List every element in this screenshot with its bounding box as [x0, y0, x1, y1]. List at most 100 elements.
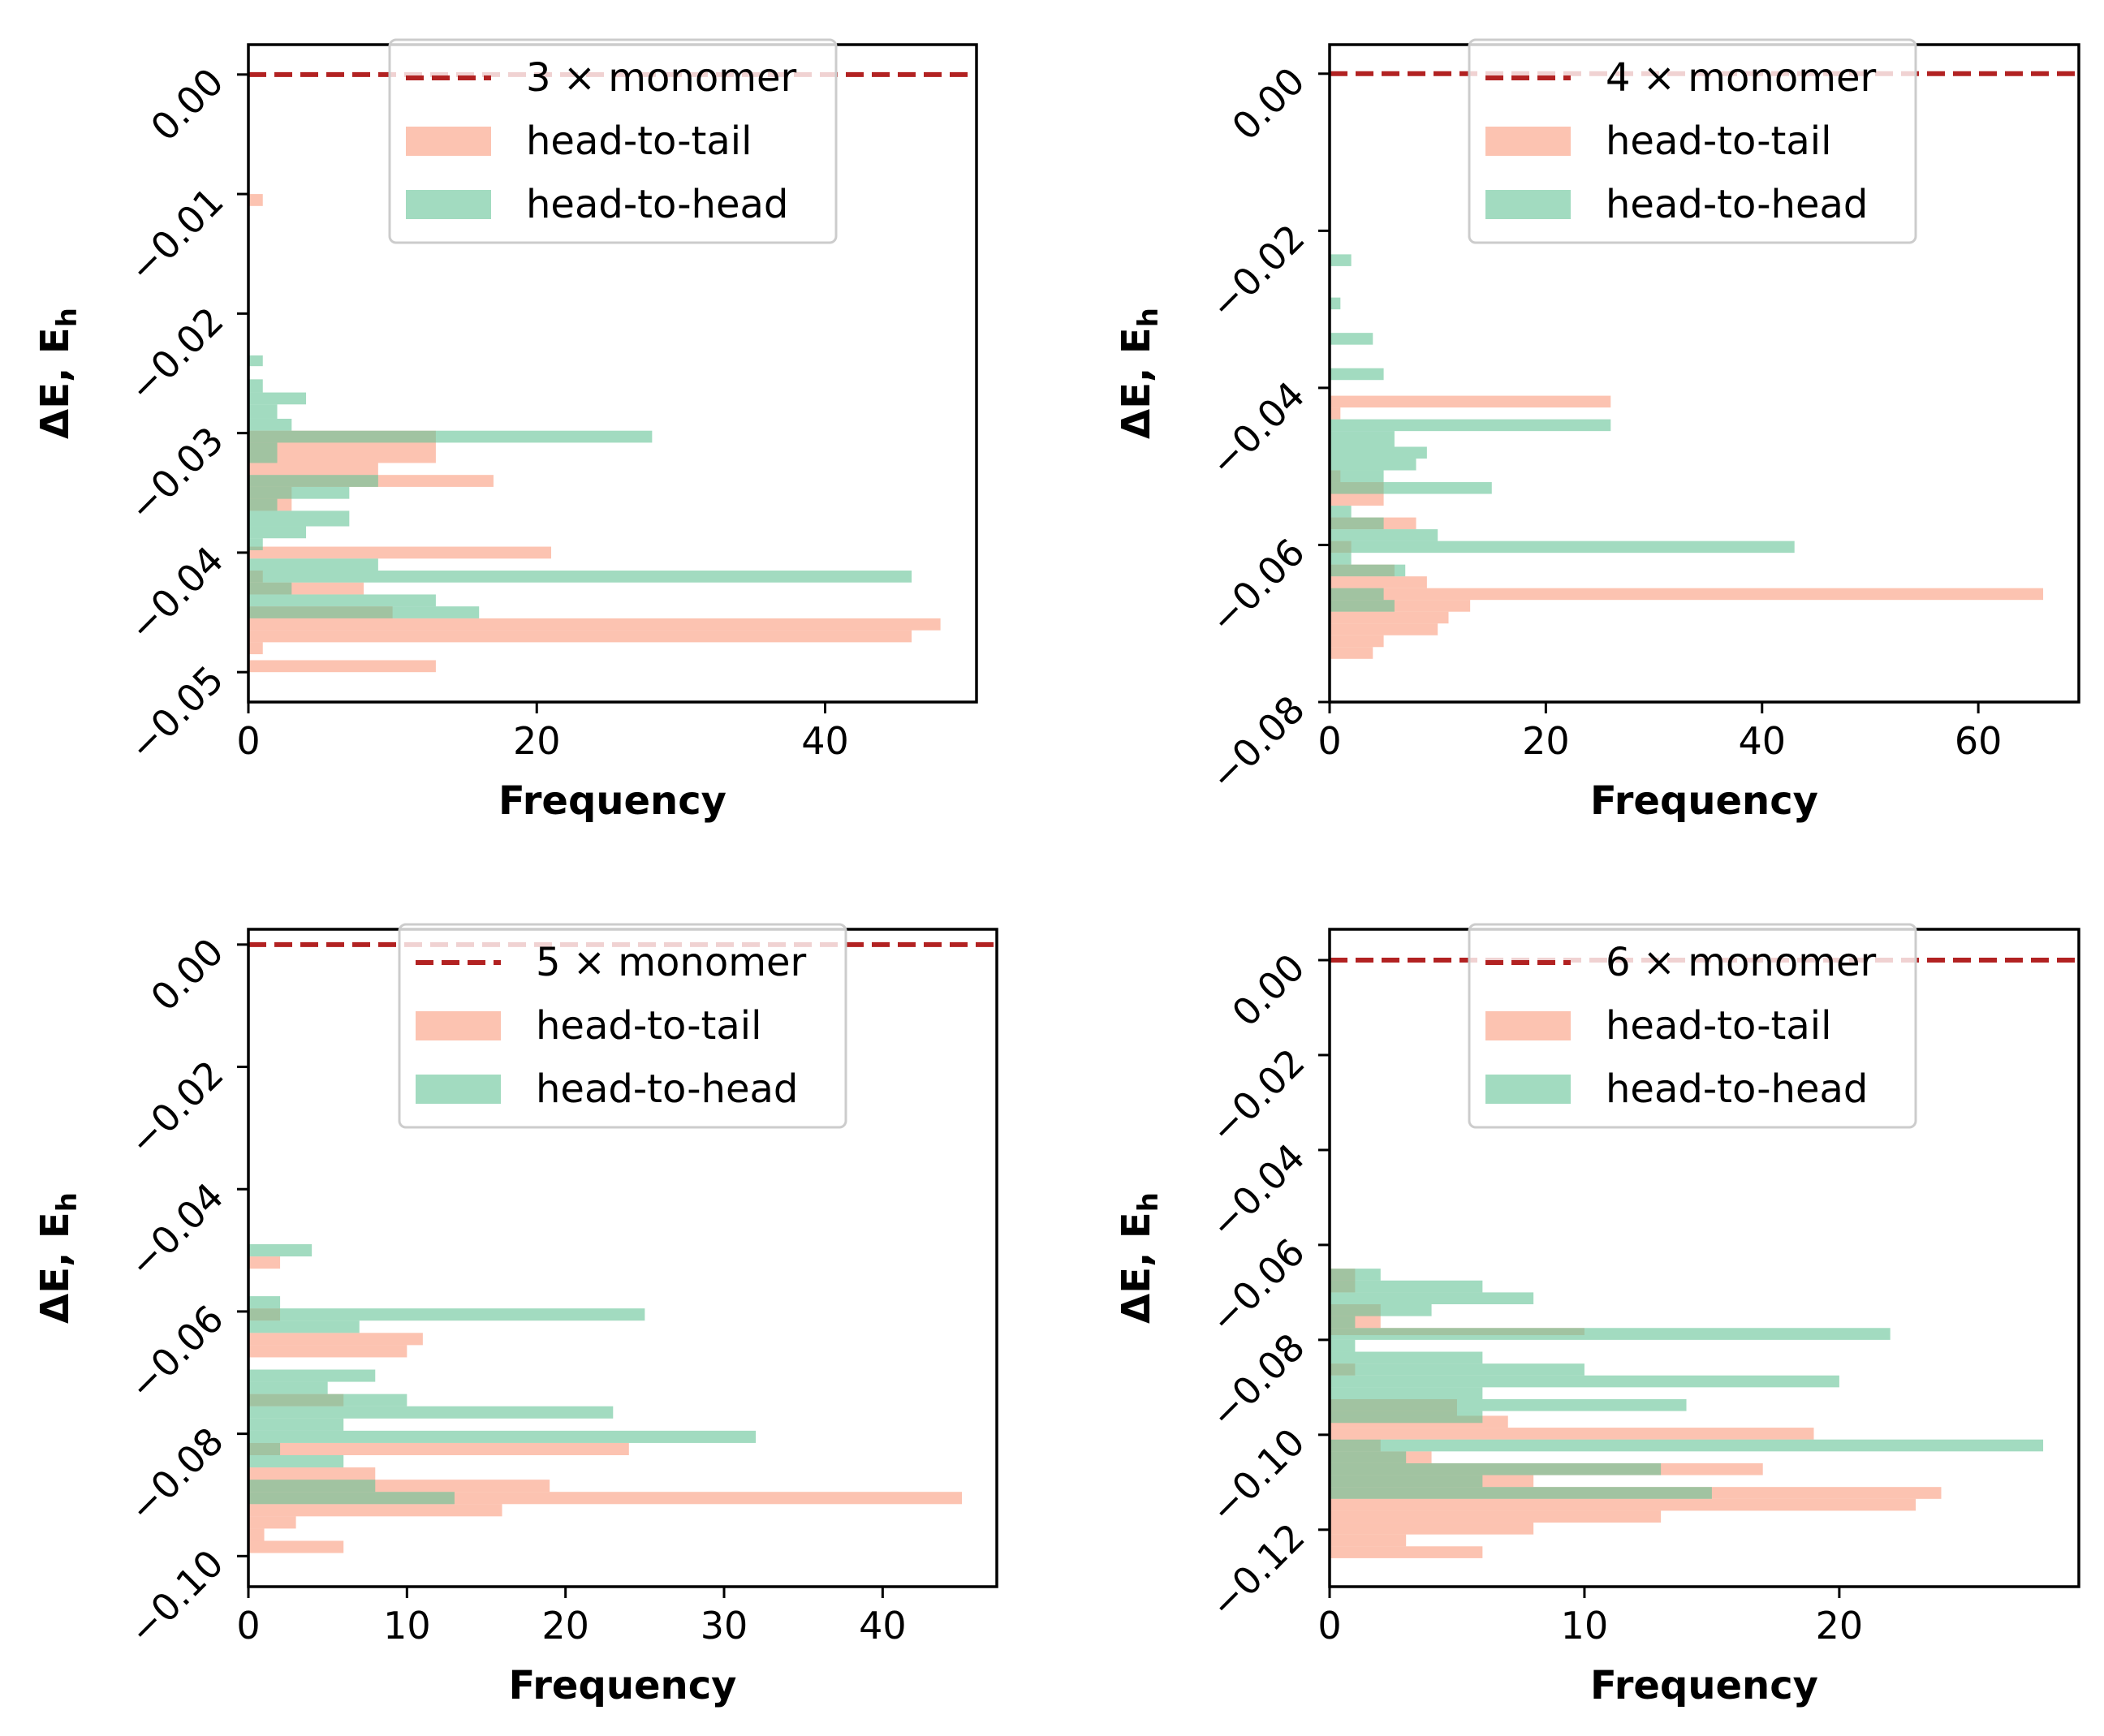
- x-tick-label: 10: [383, 1604, 431, 1648]
- y-tick-label: −0.02: [1201, 216, 1313, 328]
- legend-patch-head-to-head: [1485, 1075, 1571, 1104]
- x-tick-label: 0: [1317, 719, 1341, 763]
- legend-entry-label: head-to-head: [536, 1066, 798, 1112]
- y-tick-label: −0.02: [120, 299, 232, 411]
- bar-head-to-head: [1330, 553, 1352, 565]
- y-tick-label: 0.00: [1223, 58, 1313, 149]
- x-tick-label: 40: [1738, 719, 1786, 763]
- bar-head-to-head: [248, 379, 263, 393]
- bar-head-to-head: [248, 510, 350, 527]
- bar-head-to-head: [1330, 1411, 1483, 1424]
- bar-head-to-tail: [1330, 611, 1449, 624]
- bar-head-to-head: [248, 571, 912, 583]
- bar-head-to-tail: [248, 642, 263, 655]
- y-axis-label-main: ΔE, E: [1114, 327, 1159, 439]
- y-tick-label: −0.10: [1201, 1419, 1313, 1531]
- y-tick-label: −0.10: [120, 1541, 232, 1653]
- bar-head-to-head: [1330, 333, 1373, 345]
- y-axis-label-main: ΔE, E: [32, 1212, 78, 1324]
- bar-head-to-head: [1330, 1316, 1356, 1329]
- bar-head-to-head: [248, 1320, 360, 1333]
- legend-entry-label: 3 × monomer: [526, 55, 796, 101]
- bar-head-to-tail: [248, 1540, 344, 1553]
- bar-head-to-head: [248, 392, 307, 405]
- bar-head-to-head: [248, 582, 292, 595]
- legend-box: [398, 923, 847, 1129]
- bar-head-to-tail: [248, 1333, 423, 1346]
- bar-head-to-head: [248, 1455, 344, 1468]
- bar-head-to-head: [248, 475, 378, 487]
- bar-head-to-head: [1330, 431, 1395, 447]
- x-tick-label: 20: [541, 1604, 589, 1648]
- bar-head-to-head: [1330, 1339, 1356, 1352]
- bar-head-to-tail: [248, 546, 552, 559]
- bar-head-to-head: [248, 498, 278, 511]
- bar-head-to-head: [1330, 297, 1341, 310]
- bar-head-to-tail: [248, 1528, 265, 1541]
- legend-entry-label: 6 × monomer: [1606, 940, 1876, 985]
- y-tick-label: −0.06: [1201, 1230, 1313, 1342]
- y-tick-label: −0.08: [1201, 1325, 1313, 1437]
- bar-head-to-head: [248, 1430, 757, 1443]
- bar-head-to-tail: [248, 1516, 296, 1529]
- y-axis-label: ΔE, Eh: [32, 1192, 84, 1324]
- bar-head-to-tail: [1330, 635, 1384, 648]
- x-tick-label: 40: [801, 719, 849, 763]
- bar-head-to-head: [1330, 506, 1352, 518]
- bar-head-to-head: [1330, 541, 1795, 554]
- bar-head-to-tail: [248, 463, 378, 476]
- y-axis-label-subscript: h: [1132, 1192, 1165, 1212]
- y-tick-label: −0.04: [120, 1174, 232, 1286]
- bar-head-to-tail: [248, 194, 263, 206]
- x-tick-label: 40: [859, 1604, 907, 1648]
- bar-head-to-tail: [1330, 1498, 1916, 1511]
- y-tick-label: −0.08: [1201, 687, 1313, 799]
- bar-head-to-head: [248, 1480, 376, 1493]
- x-tick-label: 0: [1317, 1604, 1341, 1648]
- bar-head-to-head: [1330, 1328, 1891, 1340]
- legend-box: [1468, 923, 1917, 1129]
- legend-entry-label: head-to-tail: [1606, 1003, 1831, 1049]
- bar-head-to-head: [1330, 1475, 1483, 1488]
- bar-head-to-head: [1330, 419, 1611, 432]
- x-tick-label: 0: [236, 719, 260, 763]
- x-tick-label: 30: [701, 1604, 748, 1648]
- bar-head-to-head: [1330, 446, 1427, 459]
- bar-head-to-head: [1330, 1462, 1662, 1475]
- bar-head-to-head: [248, 1369, 376, 1382]
- legend-entry-label: head-to-head: [1606, 182, 1868, 227]
- bar-head-to-head: [248, 1492, 455, 1505]
- bar-head-to-tail: [1330, 407, 1341, 420]
- bar-head-to-tail: [248, 660, 436, 673]
- bar-head-to-head: [248, 418, 292, 431]
- y-tick-label: −0.02: [1201, 1040, 1313, 1152]
- chart-panel-5-monomer: 0 10 20 30 40 0.00 −0.02−0.04−0.06−0.08−0.10 Fr…: [32, 923, 998, 1708]
- y-tick-label: −0.08: [120, 1419, 232, 1531]
- legend-entry-label: head-to-head: [1606, 1066, 1868, 1112]
- bar-head-to-tail: [1330, 1546, 1483, 1558]
- legend-entry-label: head-to-tail: [526, 118, 752, 164]
- bar-head-to-tail: [1330, 576, 1427, 588]
- legend-box: [1468, 38, 1917, 244]
- bar-head-to-head: [248, 1308, 645, 1321]
- bar-head-to-tail: [248, 1256, 281, 1269]
- bar-head-to-head: [1330, 529, 1438, 541]
- bar-head-to-head: [1330, 368, 1384, 381]
- y-axis-label-subscript: h: [51, 1192, 84, 1212]
- legend-box: [388, 38, 838, 244]
- bar-head-to-head: [248, 558, 378, 571]
- y-tick-label: −0.04: [1201, 1135, 1313, 1247]
- bar-head-to-head: [1330, 1280, 1483, 1293]
- bar-head-to-tail: [248, 1345, 407, 1358]
- y-tick-label: 0.00: [142, 59, 232, 149]
- bar-head-to-head: [1330, 1487, 1712, 1499]
- bar-head-to-head: [1330, 254, 1352, 266]
- legend-patch-head-to-tail: [406, 127, 491, 156]
- x-tick-label: 20: [1522, 719, 1570, 763]
- bar-head-to-head: [1330, 1451, 1407, 1463]
- x-tick-label: 20: [513, 719, 561, 763]
- bar-head-to-head: [248, 404, 278, 419]
- y-tick-label: 0.00: [1223, 946, 1313, 1036]
- legend-patch-head-to-tail: [1485, 1011, 1571, 1040]
- y-axis-label: ΔE, Eh: [1114, 308, 1165, 439]
